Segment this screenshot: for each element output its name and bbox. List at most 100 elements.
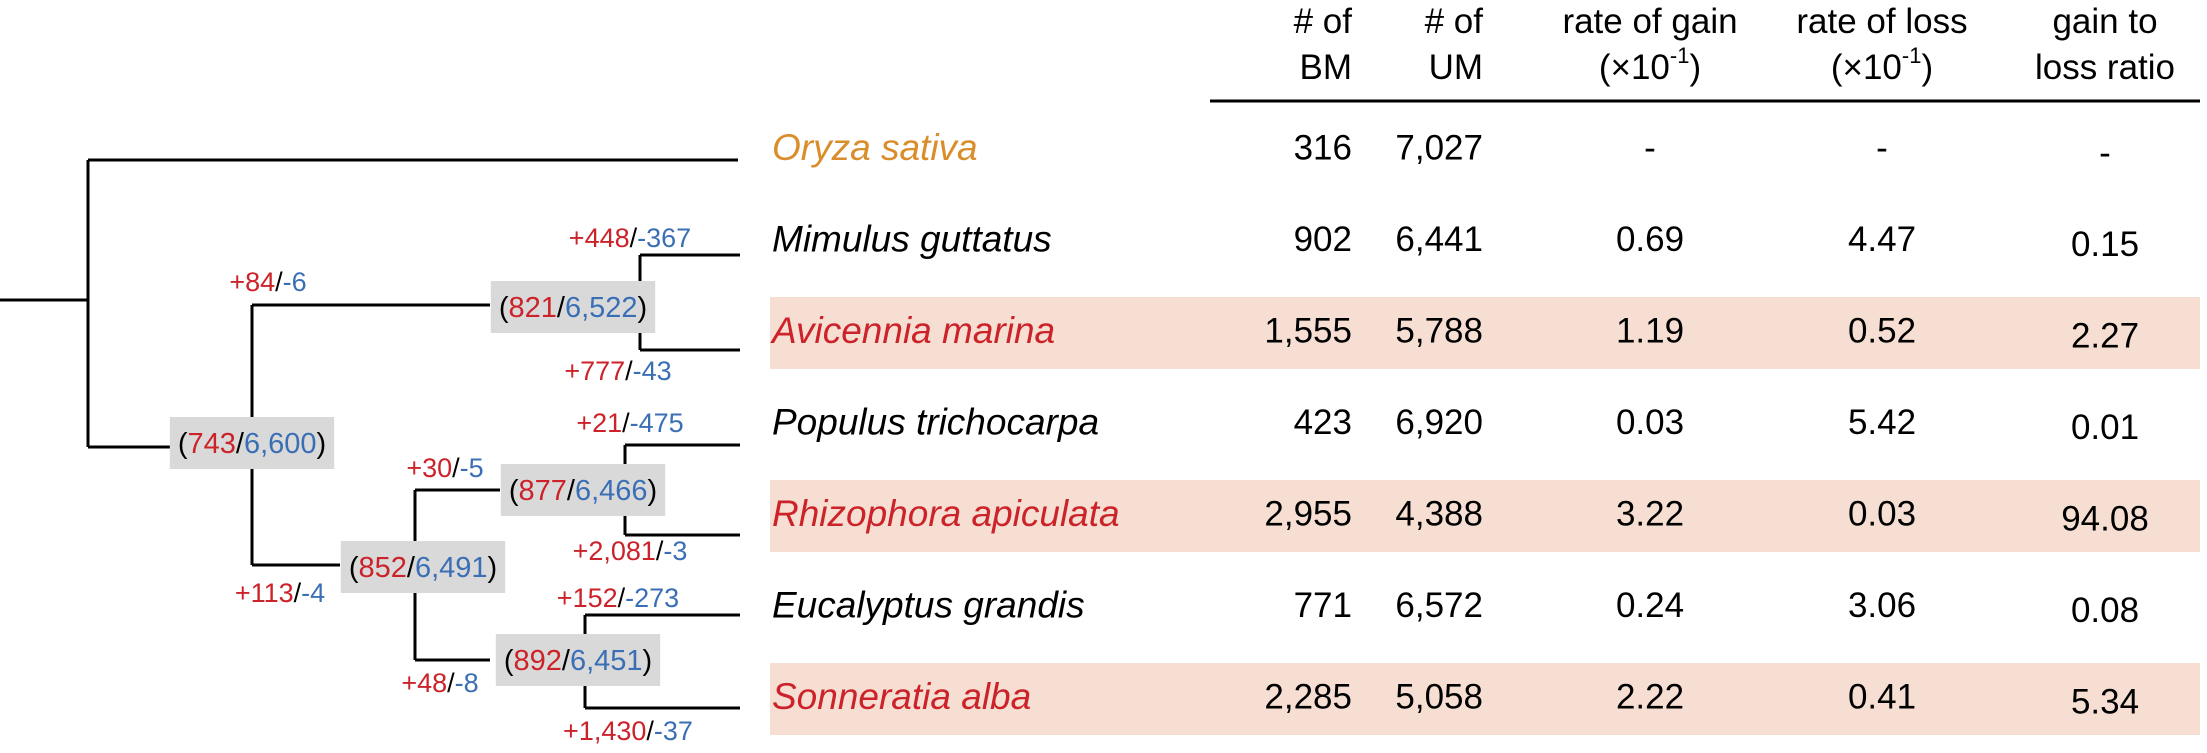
node-label: (743/6,600) xyxy=(178,428,326,460)
branch-label-part: -37 xyxy=(654,716,693,746)
node-label-part: ) xyxy=(317,428,327,460)
header-text: gain to xyxy=(2052,2,2157,41)
node-label-part: / xyxy=(557,292,566,324)
branch-label: +448/-367 xyxy=(569,223,691,253)
row-backgrounds xyxy=(770,297,2200,735)
table-cell: 0.08 xyxy=(2071,591,2139,630)
node-label: (852/6,491) xyxy=(349,552,497,584)
table-cell: 2.27 xyxy=(2071,316,2139,355)
node-label-part: 6,522 xyxy=(565,292,638,324)
node-label: (821/6,522) xyxy=(499,292,647,324)
table-cell: 5,058 xyxy=(1395,677,1483,716)
table-cell: 902 xyxy=(1294,220,1352,259)
row-highlight xyxy=(770,480,2200,552)
header-text: rate of gain xyxy=(1562,2,1737,41)
node-label-part: 892 xyxy=(513,645,561,677)
branch-label-part: +1,430 xyxy=(563,716,646,746)
row-highlight xyxy=(770,297,2200,369)
branch-label-part: +113 xyxy=(235,578,294,608)
table-cell: 316 xyxy=(1294,128,1352,167)
branch-label-part: / xyxy=(622,408,630,438)
table-cell: 2,285 xyxy=(1264,677,1352,716)
branch-label: +21/-475 xyxy=(576,408,683,438)
header-text: ) xyxy=(1689,48,1701,87)
column-header: (×10-1) xyxy=(1599,43,1701,87)
node-label-part: ( xyxy=(499,292,509,324)
table-cell: 0.52 xyxy=(1848,311,1916,350)
table-cell: 0.03 xyxy=(1616,403,1684,442)
table-cell: - xyxy=(2099,133,2111,172)
header-text: loss ratio xyxy=(2035,48,2175,87)
branch-label: +777/-43 xyxy=(564,356,671,386)
column-header: rate of loss xyxy=(1796,2,1967,41)
node-box xyxy=(500,464,666,516)
header-text: ) xyxy=(1921,48,1933,87)
branch-label: +2,081/-3 xyxy=(573,536,688,566)
table-cell: 0.69 xyxy=(1616,220,1684,259)
table-cell: 5,788 xyxy=(1395,311,1483,350)
species-name: Sonneratia alba xyxy=(772,676,1031,717)
branch-label: +1,430/-37 xyxy=(563,716,693,746)
header-text: BM xyxy=(1300,48,1353,87)
table-cell: 6,920 xyxy=(1395,403,1483,442)
node-label-part: / xyxy=(567,475,576,507)
column-header: gain to xyxy=(2052,2,2157,41)
species-name: Oryza sativa xyxy=(772,127,978,168)
branch-label-part: -6 xyxy=(283,267,307,297)
branch-label-part: +21 xyxy=(576,408,622,438)
branch-label-part: +48 xyxy=(401,668,447,698)
species-name: Avicennia marina xyxy=(770,310,1055,351)
species-name: Rhizophora apiculata xyxy=(772,493,1120,534)
node-label-part: 6,451 xyxy=(570,645,643,677)
column-header: BM xyxy=(1300,48,1353,87)
table-cell: 0.03 xyxy=(1848,494,1916,533)
node-box xyxy=(490,281,656,333)
branch-label-part: -43 xyxy=(633,356,672,386)
table-cell: 2.22 xyxy=(1616,677,1684,716)
node-label-part: / xyxy=(236,428,245,460)
column-header: loss ratio xyxy=(2035,48,2175,87)
node-label-part: ( xyxy=(504,645,514,677)
branch-label: +48/-8 xyxy=(401,668,478,698)
node-label-part: ( xyxy=(349,552,359,584)
branch-label-part: / xyxy=(275,267,283,297)
table-cell: 7,027 xyxy=(1395,128,1483,167)
node-label: (892/6,451) xyxy=(504,645,652,677)
header-superscript: -1 xyxy=(1902,43,1922,68)
table-cell: 4,388 xyxy=(1395,494,1483,533)
node-label-part: 743 xyxy=(187,428,235,460)
column-header: (×10-1) xyxy=(1831,43,1933,87)
branch-label-part: -3 xyxy=(663,536,687,566)
table-cell: 5.34 xyxy=(2071,682,2139,721)
node-label-part: / xyxy=(562,645,571,677)
column-header: rate of gain xyxy=(1562,2,1737,41)
table-cell: 0.01 xyxy=(2071,408,2139,447)
table-cell: 0.41 xyxy=(1848,677,1916,716)
node-box xyxy=(169,417,335,469)
branch-label-part: +448 xyxy=(569,223,630,253)
branch-label-part: -367 xyxy=(637,223,691,253)
branch-label-part: +777 xyxy=(564,356,625,386)
table-cell: 0.15 xyxy=(2071,225,2139,264)
branch-label: +152/-273 xyxy=(557,583,679,613)
node-label-part: 877 xyxy=(518,475,566,507)
node-label-part: ) xyxy=(648,475,658,507)
branch-label-part: / xyxy=(630,223,638,253)
node-label-part: 852 xyxy=(358,552,406,584)
branch-label-part: / xyxy=(625,356,633,386)
node-label-part: 6,491 xyxy=(415,552,488,584)
node-label-part: 6,600 xyxy=(244,428,317,460)
species-name: Populus trichocarpa xyxy=(772,401,1099,442)
node-label: (877/6,466) xyxy=(509,475,657,507)
node-label-part: ( xyxy=(509,475,519,507)
table-cell: - xyxy=(1876,128,1888,167)
node-label-part: 821 xyxy=(508,292,556,324)
branch-label: +30/-5 xyxy=(406,453,483,483)
column-header: UM xyxy=(1429,48,1483,87)
header-text: (×10 xyxy=(1831,48,1902,87)
table-cell: 3.06 xyxy=(1848,586,1916,625)
branch-label-part: -5 xyxy=(460,453,484,483)
branch-label-part: / xyxy=(646,716,654,746)
table-cell: 4.47 xyxy=(1848,220,1916,259)
